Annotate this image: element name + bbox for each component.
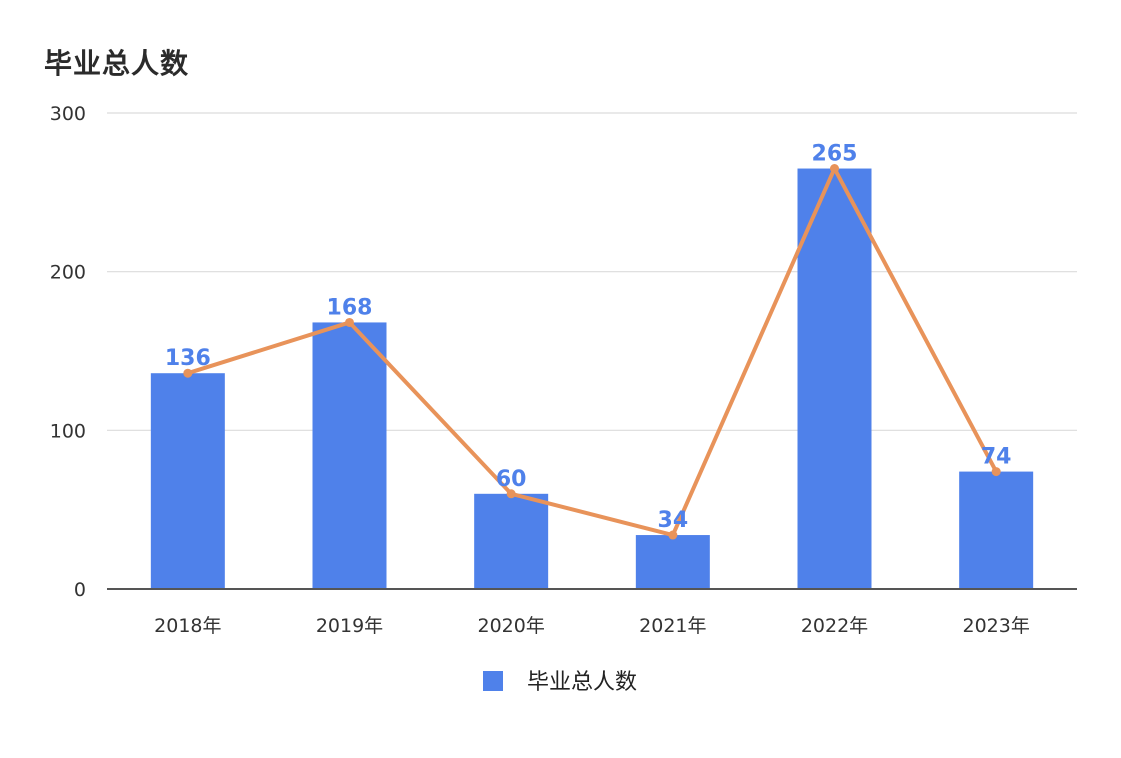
bar — [474, 493, 549, 589]
data-labels: 136 168 60 34 265 74 — [165, 142, 1012, 534]
x-tick-label: 2019年 — [316, 615, 383, 637]
legend-label: 毕业总人数 — [527, 670, 637, 695]
data-label: 74 — [981, 445, 1012, 470]
bar — [797, 168, 872, 590]
bar — [150, 373, 225, 589]
data-label: 34 — [658, 508, 689, 533]
y-axis-ticks: 0 100 200 300 — [50, 103, 86, 601]
x-tick-label: 2023年 — [962, 615, 1029, 637]
line-series — [183, 164, 1001, 540]
series-line — [185, 166, 999, 538]
data-label: 265 — [812, 142, 858, 167]
legend[interactable]: 毕业总人数 — [483, 670, 637, 695]
line-point — [345, 317, 354, 327]
data-label: 136 — [165, 346, 211, 371]
x-tick-label: 2018年 — [154, 615, 221, 637]
y-tick-label: 0 — [74, 579, 86, 601]
y-tick-label: 100 — [50, 420, 86, 442]
legend-swatch — [483, 671, 503, 691]
gridlines — [107, 112, 1077, 431]
x-tick-label: 2020年 — [477, 615, 544, 637]
x-tick-label: 2022年 — [801, 615, 868, 637]
line-point — [506, 489, 516, 499]
bar-series — [150, 168, 1034, 590]
line-point — [668, 530, 678, 540]
legend-item[interactable]: 毕业总人数 — [483, 670, 637, 695]
bar — [959, 471, 1034, 589]
data-label: 60 — [496, 467, 527, 492]
bar — [635, 535, 710, 589]
y-tick-label: 300 — [50, 103, 86, 125]
chart-title: 毕业总人数 — [44, 47, 190, 80]
bar — [312, 322, 387, 589]
line-point — [991, 467, 1001, 477]
line-point — [830, 164, 839, 174]
x-axis-ticks: 2018年 2019年 2020年 2021年 2022年 2023年 — [154, 615, 1030, 637]
data-label: 168 — [327, 295, 373, 320]
y-tick-label: 200 — [50, 262, 86, 284]
line-point — [183, 368, 193, 378]
x-tick-label: 2021年 — [639, 615, 706, 637]
